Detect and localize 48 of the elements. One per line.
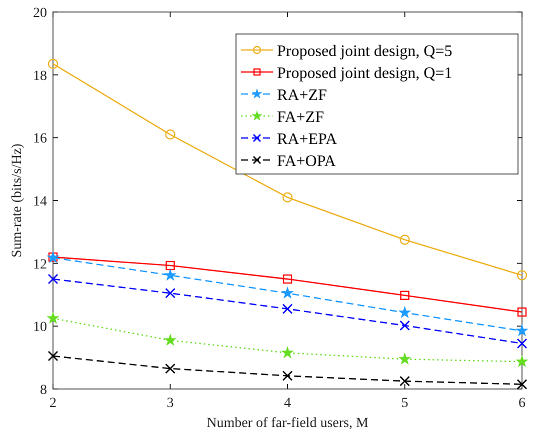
point — [282, 288, 293, 298]
point — [400, 376, 410, 386]
legend-label: FA+OPA — [277, 153, 336, 170]
point — [282, 347, 293, 358]
point — [399, 306, 410, 318]
y-tick-label: 12 — [33, 257, 47, 272]
legend-label: RA+EPA — [277, 131, 338, 148]
point — [165, 129, 176, 140]
legend-label: FA+ZF — [277, 109, 324, 126]
point — [164, 334, 176, 345]
legend-label: Proposed joint design, Q=5 — [277, 43, 452, 60]
x-tick-label: 2 — [50, 396, 56, 411]
point — [516, 338, 528, 349]
point — [516, 325, 528, 336]
point — [282, 370, 293, 382]
y-tick-label: 10 — [33, 320, 47, 336]
point — [516, 356, 528, 366]
point — [48, 274, 58, 284]
y-tick-label: 20 — [33, 6, 47, 21]
point — [400, 320, 410, 331]
point — [165, 288, 176, 298]
point — [282, 274, 292, 284]
x-axis-title: Number of far-field users, M — [206, 416, 369, 430]
y-tick-label: 18 — [33, 68, 47, 84]
point — [48, 312, 58, 323]
y-tick-label: 16 — [33, 132, 47, 147]
x-tick-label: 3 — [166, 396, 174, 411]
point — [282, 304, 293, 314]
point — [516, 379, 528, 390]
y-axis-title: Sum-rate (bits/s/Hz) — [10, 143, 25, 258]
y-tick-label: 14 — [33, 194, 47, 210]
legend-label: RA+ZF — [277, 87, 328, 104]
point — [400, 234, 410, 245]
point — [400, 290, 410, 300]
y-tick-label: 8 — [40, 383, 47, 398]
point — [516, 270, 528, 280]
point — [517, 307, 527, 317]
point — [48, 350, 58, 362]
legend-label: Proposed joint design, Q=1 — [277, 65, 452, 82]
point — [165, 363, 176, 374]
point — [48, 58, 58, 69]
x-tick-label: 6 — [518, 396, 526, 411]
point — [164, 270, 176, 280]
point — [166, 260, 175, 270]
point — [282, 192, 293, 202]
point — [399, 353, 410, 364]
x-tick-label: 4 — [284, 396, 291, 411]
x-tick-label: 5 — [401, 396, 408, 411]
